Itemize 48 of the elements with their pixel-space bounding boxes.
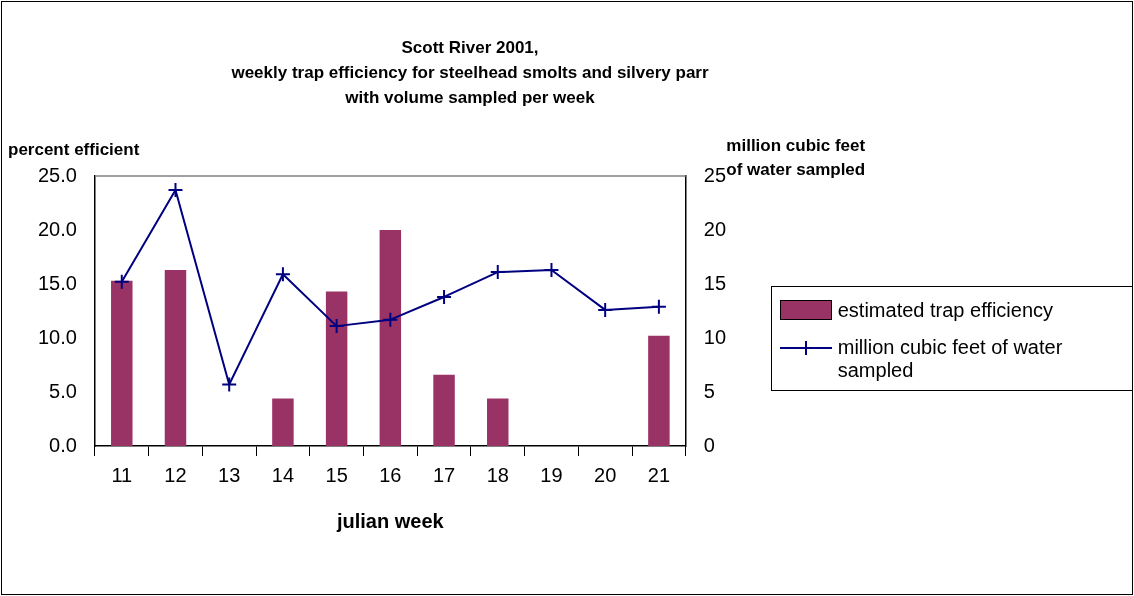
x-tick-label: 20 bbox=[594, 463, 617, 486]
y-axis-title: percent efficient bbox=[8, 139, 140, 159]
y2-tick-label: 10 bbox=[703, 325, 726, 348]
bar bbox=[648, 335, 670, 446]
y2-tick-label: 0 bbox=[703, 433, 715, 456]
x-tick-label: 11 bbox=[111, 463, 133, 486]
x-tick-label: 13 bbox=[218, 463, 241, 486]
point bbox=[597, 301, 614, 318]
point bbox=[221, 376, 238, 393]
point bbox=[489, 264, 506, 281]
x-tick-label: 17 bbox=[432, 463, 456, 486]
x-tick-label: 21 bbox=[647, 463, 671, 486]
y-tick-label: 0.0 bbox=[49, 433, 77, 456]
bar bbox=[379, 230, 402, 446]
point bbox=[543, 261, 560, 278]
y2-tick-label: 20 bbox=[703, 217, 726, 240]
y-tick-label: 15.0 bbox=[37, 271, 77, 294]
legend-label: million cubic feet of water sampled bbox=[837, 336, 1064, 382]
y-tick-label: 5.0 bbox=[49, 379, 77, 402]
x-tick-label: 14 bbox=[271, 463, 295, 486]
point bbox=[382, 311, 399, 328]
bar bbox=[487, 398, 509, 446]
point bbox=[328, 318, 345, 335]
bar bbox=[325, 291, 348, 446]
chart-title: Scott River 2001, weekly trap efficiency for steelhead smolts and silvery parr with volume sampled per week bbox=[230, 37, 709, 107]
x-tick-label: 19 bbox=[540, 463, 563, 486]
bar bbox=[111, 280, 133, 446]
x-tick-label: 12 bbox=[164, 463, 187, 486]
y2-tick-label: 5 bbox=[703, 379, 715, 402]
y2-tick-label: 15 bbox=[703, 271, 726, 294]
x-tick-label: 16 bbox=[379, 463, 402, 486]
bar bbox=[433, 374, 455, 446]
x-tick-label: 18 bbox=[486, 463, 509, 486]
bar bbox=[272, 398, 294, 446]
y2-tick-label: 25 bbox=[703, 163, 726, 186]
y-tick-label: 25.0 bbox=[37, 163, 77, 186]
x-tick-label: 15 bbox=[325, 463, 348, 486]
bar bbox=[164, 269, 187, 446]
point bbox=[436, 288, 453, 305]
x-axis-title: julian week bbox=[335, 509, 445, 532]
y-tick-label: 10.0 bbox=[37, 325, 77, 348]
point bbox=[650, 298, 667, 315]
point bbox=[274, 266, 291, 283]
point bbox=[113, 273, 130, 290]
y2-axis-title: million cubic feet of water sampled bbox=[726, 135, 866, 179]
y-tick-label: 20.0 bbox=[37, 217, 77, 240]
point bbox=[167, 182, 184, 199]
legend-label: estimated trap efficiency bbox=[837, 299, 1054, 322]
